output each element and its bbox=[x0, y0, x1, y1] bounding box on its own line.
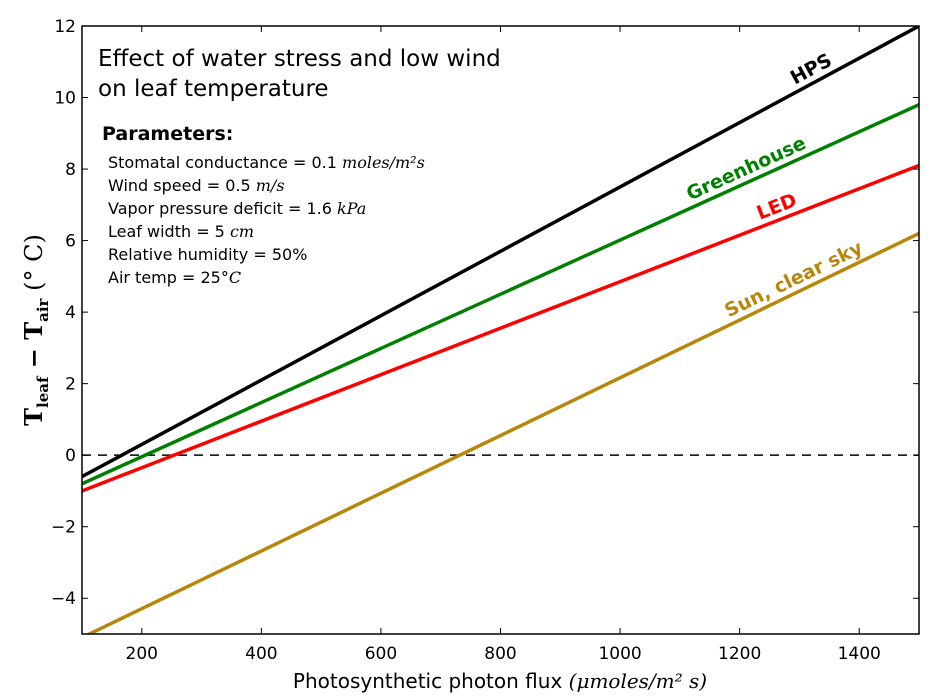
x-axis-label: Photosynthetic photon flux (μmoles/m² s) bbox=[293, 669, 707, 693]
series-line-sun-clear-sky bbox=[85, 231, 919, 634]
series-line-hps bbox=[82, 26, 919, 479]
x-axis-label-units: (μmoles/m² s) bbox=[569, 669, 707, 693]
x-tick-label: 800 bbox=[484, 644, 516, 664]
y-axis-label-units: (° C) bbox=[20, 234, 48, 298]
parameter-line: Air temp = 25°C bbox=[108, 268, 241, 287]
parameters-list: Stomatal conductance = 0.1 moles/m²s Wind… bbox=[108, 153, 425, 287]
y-axis-label-sub-leaf: leaf bbox=[34, 375, 52, 408]
annotation-block: Effect of water stress and low wind on l… bbox=[98, 46, 501, 287]
parameter-unit: m/s bbox=[256, 176, 285, 195]
parameters-heading: Parameters: bbox=[102, 123, 233, 145]
parameter-unit: moles/m²s bbox=[342, 153, 425, 172]
x-tick-label: 1000 bbox=[598, 644, 641, 664]
series-group bbox=[82, 26, 919, 634]
y-tick-label: 10 bbox=[54, 89, 76, 109]
x-tick-label: 1400 bbox=[838, 644, 881, 664]
parameter-text: Leaf width = 5 bbox=[108, 222, 230, 241]
parameter-text: Vapor pressure deficit = 1.6 bbox=[108, 199, 337, 218]
annotation-title-line1: Effect of water stress and low wind bbox=[98, 46, 501, 72]
annotation-title-line2: on leaf temperature bbox=[98, 76, 329, 102]
parameter-unit: °C bbox=[221, 268, 241, 287]
x-tick-label: 400 bbox=[245, 644, 277, 664]
parameter-unit: kPa bbox=[337, 199, 366, 218]
parameter-line: Wind speed = 0.5 m/s bbox=[108, 176, 285, 195]
x-tick-label: 200 bbox=[126, 644, 158, 664]
ticks-group: 200 400 600 800 1000 1200 1400 −4 −2 0 2 4 6 8 10 12 bbox=[51, 17, 919, 664]
x-tick-label: 1200 bbox=[718, 644, 761, 664]
parameter-line: Stomatal conductance = 0.1 moles/m²s bbox=[108, 153, 425, 172]
y-tick-label: 12 bbox=[54, 17, 76, 37]
y-tick-label: 4 bbox=[65, 303, 76, 323]
parameter-line: Relative humidity = 50% bbox=[108, 245, 307, 264]
y-axis-label: Tleaf − Tair (° C) bbox=[19, 234, 52, 426]
y-tick-label: −2 bbox=[51, 518, 76, 538]
y-tick-label: −4 bbox=[51, 589, 76, 609]
parameter-unit: cm bbox=[230, 222, 254, 241]
parameter-text: Relative humidity = 50% bbox=[108, 245, 307, 264]
y-axis-label-sub-air: air bbox=[34, 297, 52, 321]
y-tick-label: 2 bbox=[65, 375, 76, 395]
y-axis-label-t1: T bbox=[19, 408, 48, 426]
parameter-text: Wind speed = 0.5 bbox=[108, 176, 256, 195]
parameter-line: Leaf width = 5 cm bbox=[108, 222, 254, 241]
y-tick-label: 0 bbox=[65, 446, 76, 466]
x-axis-label-text: Photosynthetic photon flux bbox=[293, 669, 563, 693]
series-line-led bbox=[82, 163, 919, 493]
y-tick-label: 8 bbox=[65, 160, 76, 180]
y-tick-label: 6 bbox=[65, 232, 76, 252]
y-axis-label-t2: − T bbox=[19, 322, 48, 377]
parameter-text: Air temp = 25 bbox=[108, 268, 221, 287]
parameter-text: Stomatal conductance = 0.1 bbox=[108, 153, 342, 172]
parameter-line: Vapor pressure deficit = 1.6 kPa bbox=[108, 199, 366, 218]
x-tick-label: 600 bbox=[365, 644, 397, 664]
series-line-greenhouse bbox=[82, 103, 919, 486]
